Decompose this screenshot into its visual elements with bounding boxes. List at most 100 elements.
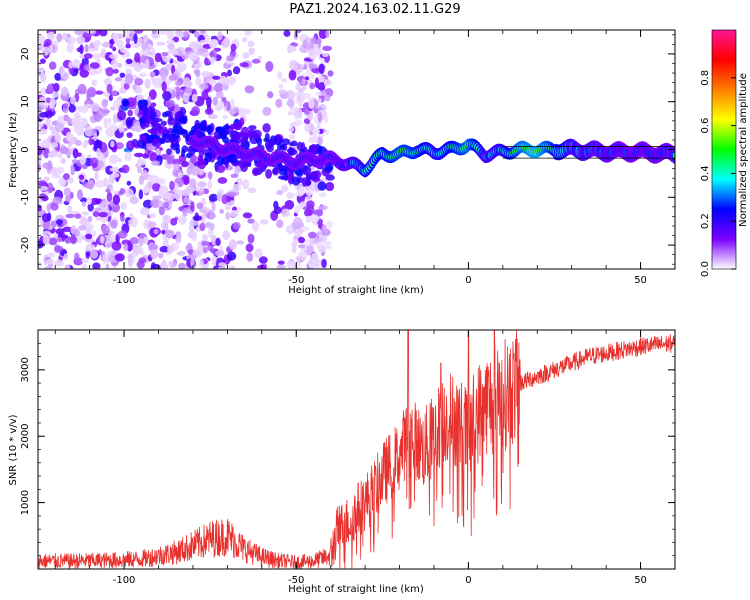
noise-blob (45, 97, 51, 104)
noise-blob (238, 107, 246, 118)
noise-blob (204, 108, 214, 115)
noise-blob (161, 51, 169, 57)
noise-blob (141, 42, 148, 51)
y-tick-label: 2000 (20, 423, 31, 448)
noise-blob (89, 62, 100, 69)
colorbar-tick-label: 0.8 (700, 70, 711, 86)
noise-blob (312, 128, 321, 135)
noise-blob (105, 165, 114, 175)
noise-blob (199, 208, 208, 213)
noise-blob (110, 140, 115, 148)
noise-blob (164, 229, 175, 239)
noise-blob (222, 230, 231, 241)
noise-blob (244, 85, 255, 94)
noise-blob (57, 152, 63, 159)
noise-blob (172, 48, 179, 56)
noise-blob (189, 178, 197, 188)
noise-blob (317, 244, 326, 253)
noise-blob (247, 187, 257, 194)
noise-blob (321, 91, 327, 96)
noise-blob (296, 141, 304, 151)
noise-blob (51, 141, 59, 148)
noise-blob (209, 40, 217, 49)
noise-blob (105, 188, 111, 193)
noise-blob (241, 36, 248, 43)
noise-blob (142, 153, 150, 159)
noise-blob (81, 257, 89, 264)
noise-blob (311, 252, 319, 264)
noise-blob (73, 257, 84, 264)
noise-blob (307, 231, 317, 239)
noise-blob (288, 126, 295, 133)
noise-blob (100, 109, 111, 114)
noise-blob (149, 175, 159, 184)
noise-blob (193, 63, 202, 70)
noise-blob (244, 108, 251, 115)
noise-blob (137, 166, 143, 174)
noise-blob (178, 115, 187, 124)
noise-blob (101, 224, 111, 235)
x-tick-label: 50 (634, 575, 647, 586)
noise-blob (78, 174, 85, 180)
noise-blob (162, 90, 172, 101)
noise-blob (151, 30, 157, 35)
noise-blob (159, 246, 170, 253)
noise-blob (287, 45, 297, 52)
noise-blob (147, 129, 155, 134)
noise-blob (278, 168, 288, 176)
colorbar-gradient (712, 30, 736, 269)
noise-blob (90, 197, 100, 205)
noise-blob (278, 83, 284, 89)
noise-blob (158, 126, 168, 135)
noise-blob (218, 100, 224, 110)
noise-blob (278, 89, 287, 95)
noise-blob (38, 122, 44, 129)
noise-blob (38, 67, 45, 74)
noise-blob (170, 218, 178, 226)
colorbar: 0.0 0.2 0.4 0.6 0.8 Normalized spectral ampl… (700, 29, 749, 277)
snr-x-axis: -100 -50 0 50 (54, 330, 676, 586)
noise-blob (44, 38, 52, 47)
noise-blob (62, 103, 69, 109)
noise-blob (134, 152, 144, 158)
noise-blob (117, 230, 128, 239)
noise-blob (191, 233, 197, 242)
noise-blob (54, 72, 62, 81)
noise-blob (70, 165, 76, 176)
noise-blob (294, 205, 300, 214)
noise-blob (325, 181, 335, 192)
y-tick-label: 3000 (20, 357, 31, 382)
noise-blob (324, 130, 330, 135)
noise-blob (262, 106, 272, 116)
noise-blob (286, 98, 295, 108)
noise-blob (174, 30, 183, 36)
noise-blob (315, 264, 323, 269)
noise-blob (61, 32, 69, 41)
noise-blob (285, 224, 295, 235)
noise-blob (142, 34, 149, 43)
noise-blob (207, 171, 213, 180)
noise-blob (94, 90, 104, 95)
noise-blob (323, 114, 329, 124)
noise-blob (109, 167, 119, 172)
noise-blob (155, 148, 160, 156)
noise-blob (88, 137, 94, 146)
noise-blob (143, 186, 149, 194)
noise-blob (254, 248, 263, 259)
noise-blob (162, 111, 168, 118)
noise-blob (47, 31, 56, 41)
noise-blob (276, 219, 284, 229)
noise-blob (190, 201, 195, 212)
noise-blob (108, 94, 114, 102)
noise-blob (92, 210, 100, 218)
noise-blob (149, 213, 157, 218)
noise-blob (258, 256, 268, 264)
noise-blob (87, 215, 93, 223)
noise-blob (276, 190, 284, 196)
noise-blob (98, 211, 108, 218)
noise-blob (106, 83, 113, 94)
noise-blob (58, 66, 64, 74)
noise-blob (105, 263, 110, 269)
noise-blob (88, 48, 97, 53)
